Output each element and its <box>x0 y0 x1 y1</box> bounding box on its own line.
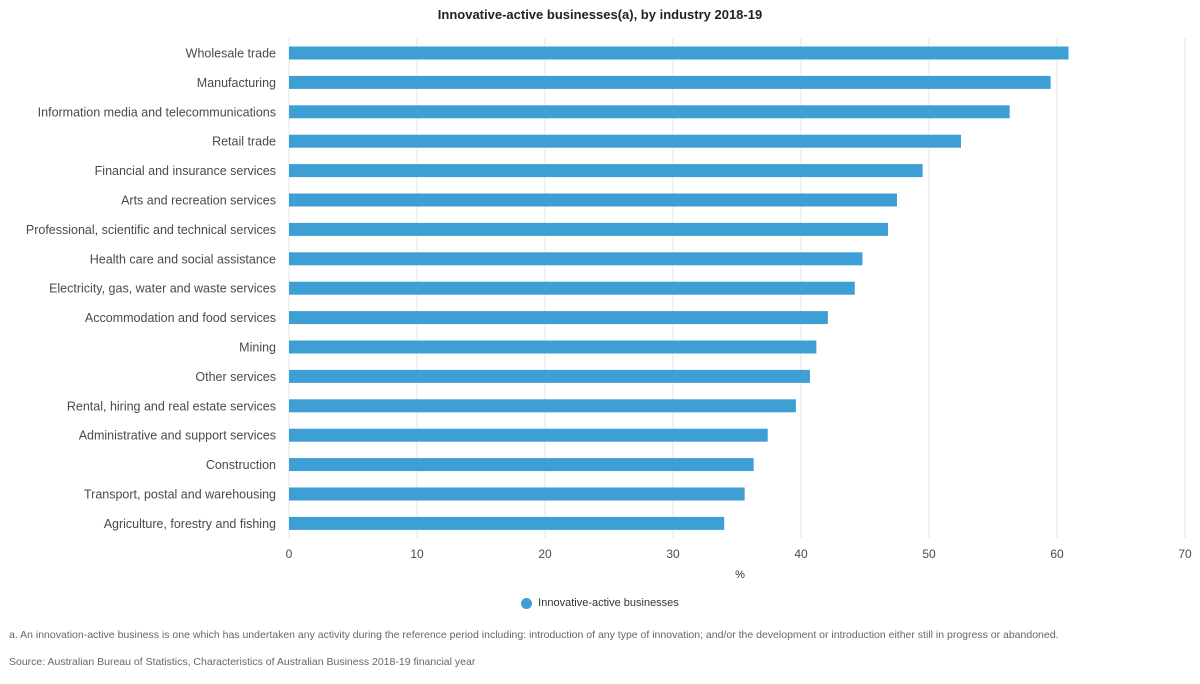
category-label: Information media and telecommunications <box>38 105 276 119</box>
bar[interactable] <box>289 134 961 148</box>
x-axis-ticks: 0 10 20 30 40 50 60 70 <box>286 547 1192 561</box>
bar[interactable] <box>289 487 745 501</box>
bar[interactable] <box>289 222 889 236</box>
x-tick-label: 60 <box>1050 547 1064 561</box>
x-tick-label: 70 <box>1178 547 1192 561</box>
category-label: Manufacturing <box>197 76 276 90</box>
x-tick-label: 20 <box>538 547 552 561</box>
bar[interactable] <box>289 458 754 472</box>
category-label: Other services <box>195 370 276 384</box>
bar[interactable] <box>289 516 725 530</box>
bar[interactable] <box>289 193 897 207</box>
bar[interactable] <box>289 399 796 413</box>
bar[interactable] <box>289 281 855 295</box>
bar-chart: Wholesale trade Manufacturing Information … <box>26 38 1192 581</box>
category-label: Accommodation and food services <box>85 311 276 325</box>
bar[interactable] <box>289 311 828 325</box>
x-tick-label: 40 <box>794 547 808 561</box>
category-label: Professional, scientific and technical s… <box>26 223 276 237</box>
bar[interactable] <box>289 369 810 383</box>
category-label: Health care and social assistance <box>90 252 276 266</box>
category-label: Arts and recreation services <box>121 194 276 208</box>
bar[interactable] <box>289 252 863 266</box>
category-label: Retail trade <box>212 135 276 149</box>
x-tick-label: 0 <box>286 547 293 561</box>
x-tick-label: 10 <box>410 547 424 561</box>
category-label: Construction <box>206 458 276 472</box>
legend-label: Innovative-active businesses <box>538 597 679 609</box>
chart-title: Innovative-active businesses(a), by indu… <box>437 7 763 22</box>
bar[interactable] <box>289 164 923 178</box>
category-label: Wholesale trade <box>186 47 276 61</box>
bar[interactable] <box>289 428 768 442</box>
category-label: Agriculture, forestry and fishing <box>104 517 276 531</box>
category-label: Administrative and support services <box>79 429 276 443</box>
bar[interactable] <box>289 340 817 354</box>
footnote-note: a. An innovation-active business is one … <box>9 629 1059 641</box>
bars <box>289 46 1069 530</box>
category-label: Rental, hiring and real estate services <box>67 399 276 413</box>
bar[interactable] <box>289 105 1010 119</box>
category-label: Mining <box>239 341 276 355</box>
x-axis-label: % <box>735 569 745 581</box>
category-label: Transport, postal and warehousing <box>84 488 276 502</box>
legend[interactable]: Innovative-active businesses <box>0 597 1200 609</box>
footnote-source: Source: Australian Bureau of Statistics,… <box>9 656 476 668</box>
category-label: Electricity, gas, water and waste servic… <box>49 282 276 296</box>
x-tick-label: 50 <box>922 547 936 561</box>
category-labels: Wholesale trade Manufacturing Information … <box>26 47 276 531</box>
bar[interactable] <box>289 46 1069 60</box>
category-label: Financial and insurance services <box>95 164 276 178</box>
legend-swatch <box>521 597 533 609</box>
x-tick-label: 30 <box>666 547 680 561</box>
bar[interactable] <box>289 75 1051 89</box>
